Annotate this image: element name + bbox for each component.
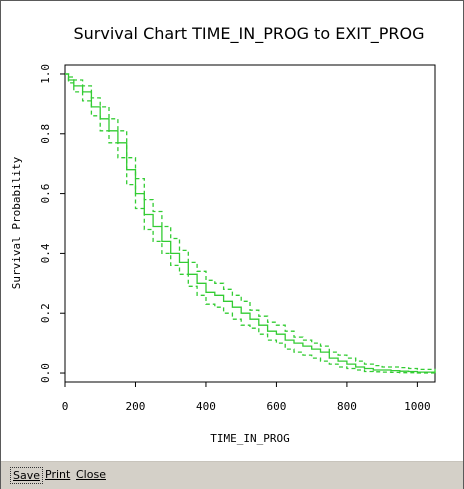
series-line-0 <box>65 73 436 373</box>
chart-title: Survival Chart TIME_IN_PROG to EXIT_PROG <box>73 24 424 44</box>
close-button[interactable]: Close <box>76 468 106 481</box>
plot-area: Survival Chart TIME_IN_PROG to EXIT_PROG… <box>1 1 463 460</box>
y-tick-label-1: 1.0 <box>39 64 52 84</box>
y-tick-label-0.8: 0.8 <box>39 124 52 144</box>
series-line-1 <box>65 73 436 373</box>
x-tick-label-800: 800 <box>337 400 357 413</box>
save-button[interactable]: Save <box>10 467 44 484</box>
y-tick-label-0: 0.0 <box>39 363 52 383</box>
y-tick-label-0.4: 0.4 <box>39 243 52 263</box>
x-tick-label-0: 0 <box>62 400 69 413</box>
y-axis-label: Survival Probability <box>10 156 23 289</box>
series-line-2 <box>65 73 435 374</box>
survival-chart: Survival Chart TIME_IN_PROG to EXIT_PROG… <box>10 24 436 445</box>
series-layer <box>65 73 436 374</box>
x-tick-label-200: 200 <box>126 400 146 413</box>
menu-bar: Save Print Close <box>1 461 463 489</box>
y-tick-label-0.6: 0.6 <box>39 184 52 204</box>
y-tick-label-0.2: 0.2 <box>39 303 52 323</box>
x-tick-label-1000: 1000 <box>404 400 431 413</box>
x-axis-label: TIME_IN_PROG <box>210 432 289 445</box>
print-button[interactable]: Print <box>45 468 71 481</box>
x-tick-label-600: 600 <box>266 400 286 413</box>
x-axis: 0 200 400 600 800 1000 <box>62 382 431 413</box>
x-tick-label-400: 400 <box>196 400 216 413</box>
plot-frame <box>64 64 436 383</box>
y-axis: 0.0 0.2 0.4 0.6 0.8 1.0 <box>39 64 65 383</box>
